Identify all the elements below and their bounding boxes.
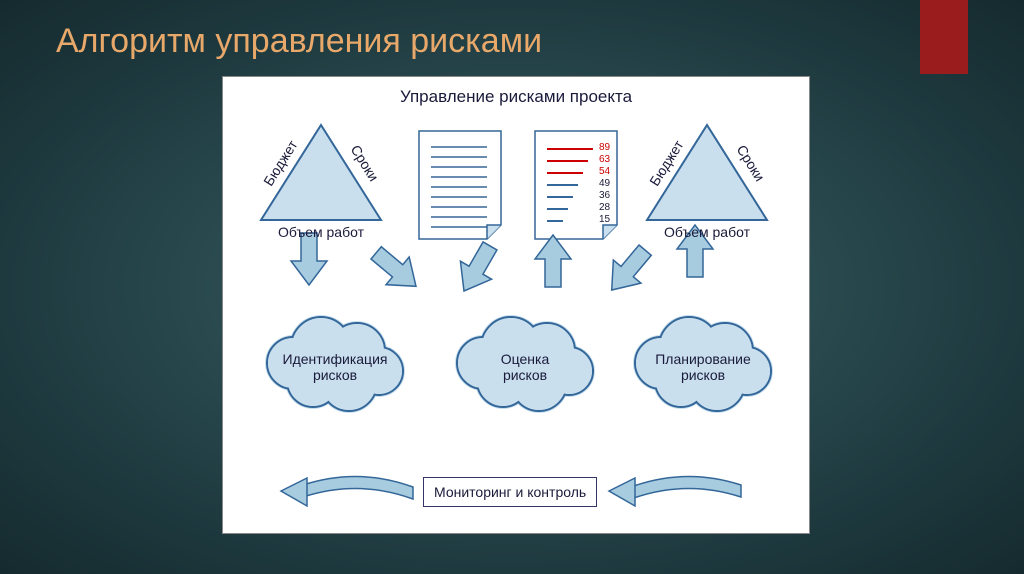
doc-value: 89 (599, 142, 610, 153)
monitoring-box: Мониторинг и контроль (423, 477, 597, 507)
doc-value: 63 (599, 154, 610, 165)
doc-value: 36 (599, 190, 610, 201)
slide: Алгоритм управления рисками Управление р… (0, 0, 1024, 574)
triangle-bottom-label: Объем работ (265, 224, 377, 240)
doc-value: 28 (599, 202, 610, 213)
cloud-label: Планированиерисков (633, 351, 773, 383)
accent-box (920, 0, 968, 74)
diagram-svg (223, 77, 811, 535)
doc-value: 15 (599, 214, 610, 225)
doc-value: 54 (599, 166, 610, 177)
cloud-label: Идентификациярисков (265, 351, 405, 383)
diagram-canvas: Управление рисками проекта БюджетСрокиОб… (222, 76, 810, 534)
triangle-bottom-label: Объем работ (651, 224, 763, 240)
doc-value: 49 (599, 178, 610, 189)
cloud-label: Оценкарисков (455, 351, 595, 383)
slide-title: Алгоритм управления рисками (56, 22, 542, 61)
title-bar: Алгоритм управления рисками (0, 0, 1024, 61)
